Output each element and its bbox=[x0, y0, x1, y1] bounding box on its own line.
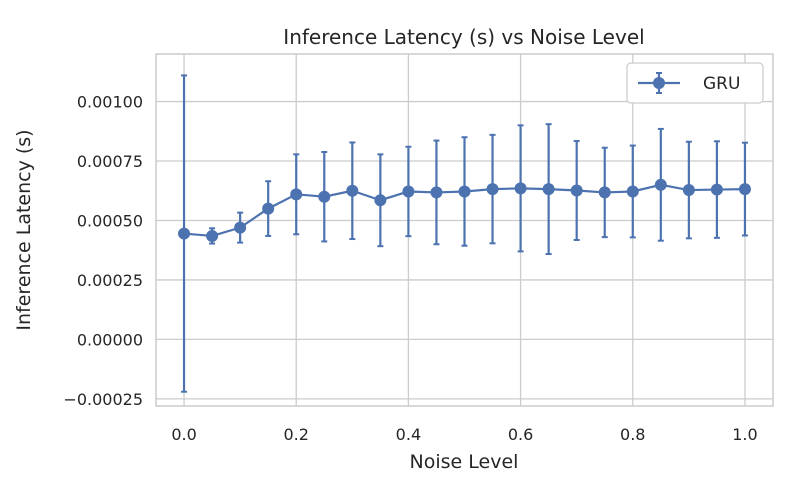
data-point bbox=[598, 186, 611, 199]
y-tick-label: 0.00100 bbox=[77, 93, 143, 112]
x-axis-label: Noise Level bbox=[410, 451, 519, 473]
data-point bbox=[402, 185, 415, 198]
data-point bbox=[486, 183, 499, 196]
y-tick-label: 0.00000 bbox=[77, 330, 143, 349]
data-point bbox=[318, 190, 331, 203]
data-point bbox=[570, 184, 583, 197]
legend-marker bbox=[653, 77, 665, 89]
error-bars bbox=[181, 74, 748, 393]
data-point bbox=[206, 229, 219, 242]
y-tick-label: 0.00075 bbox=[77, 152, 143, 171]
y-tick-labels: −0.00025 0.00000 0.00025 0.00050 0.00075 0.00… bbox=[63, 93, 143, 409]
x-tick-label: 0.0 bbox=[171, 425, 196, 444]
legend: GRU bbox=[626, 62, 764, 104]
chart-title: Inference Latency (s) vs Noise Level bbox=[283, 25, 644, 49]
data-point bbox=[710, 183, 723, 196]
data-point bbox=[234, 221, 247, 234]
data-point bbox=[178, 227, 191, 240]
x-tick-label: 0.8 bbox=[620, 425, 645, 444]
y-tick-label: 0.00025 bbox=[77, 271, 143, 290]
x-tick-label: 1.0 bbox=[732, 425, 757, 444]
data-point bbox=[290, 188, 303, 201]
data-point bbox=[262, 202, 275, 215]
data-point bbox=[514, 182, 527, 195]
data-point bbox=[738, 183, 751, 196]
series-layer bbox=[178, 178, 751, 242]
data-point bbox=[542, 183, 555, 196]
legend-label-gru: GRU bbox=[703, 74, 740, 94]
data-point bbox=[374, 194, 387, 207]
x-tick-label: 0.6 bbox=[508, 425, 533, 444]
plot-frame bbox=[155, 53, 774, 407]
data-point bbox=[654, 178, 667, 191]
data-point bbox=[458, 185, 471, 198]
y-tick-label: 0.00050 bbox=[77, 211, 143, 230]
x-tick-labels: 0.0 0.2 0.4 0.6 0.8 1.0 bbox=[171, 425, 757, 444]
x-tick-label: 0.2 bbox=[284, 425, 309, 444]
data-point bbox=[430, 186, 443, 199]
data-point bbox=[346, 184, 359, 197]
y-axis-label: Inference Latency (s) bbox=[13, 129, 35, 330]
x-tick-label: 0.4 bbox=[396, 425, 421, 444]
data-point bbox=[626, 185, 639, 198]
data-point bbox=[682, 184, 695, 197]
y-tick-label: −0.00025 bbox=[63, 390, 143, 409]
